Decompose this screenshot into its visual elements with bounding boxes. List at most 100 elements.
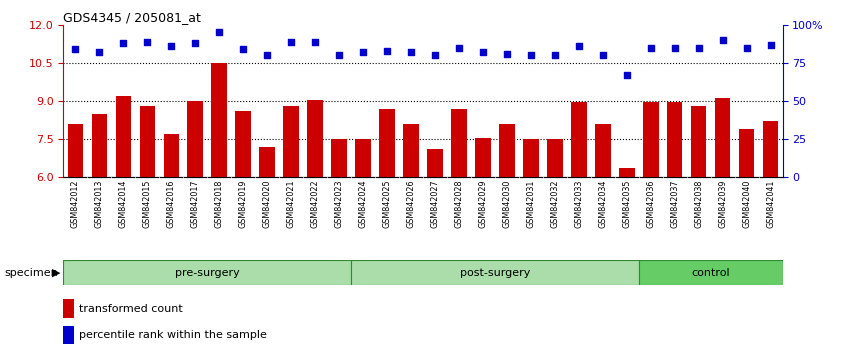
- Point: [164, 43, 178, 49]
- Point: [548, 52, 562, 58]
- Text: GSM842039: GSM842039: [718, 179, 727, 228]
- Bar: [739, 129, 755, 177]
- Bar: [643, 102, 658, 177]
- Point: [140, 39, 154, 44]
- Point: [524, 52, 537, 58]
- Text: GSM842029: GSM842029: [479, 179, 487, 228]
- Bar: [499, 124, 514, 177]
- Point: [308, 39, 321, 44]
- Point: [236, 46, 250, 52]
- Bar: [691, 106, 706, 177]
- Text: specimen: specimen: [4, 268, 58, 278]
- Text: GSM842033: GSM842033: [574, 179, 583, 228]
- Point: [380, 48, 393, 53]
- Text: GSM842015: GSM842015: [143, 179, 151, 228]
- Bar: [667, 102, 683, 177]
- Bar: [451, 109, 467, 177]
- Bar: [188, 101, 203, 177]
- Text: GDS4345 / 205081_at: GDS4345 / 205081_at: [63, 11, 201, 24]
- Text: control: control: [691, 268, 730, 278]
- Bar: [63, 326, 74, 344]
- Text: percentile rank within the sample: percentile rank within the sample: [79, 330, 266, 340]
- Point: [764, 42, 777, 47]
- Text: GSM842019: GSM842019: [239, 179, 248, 228]
- Point: [620, 72, 634, 78]
- Bar: [379, 109, 395, 177]
- Point: [452, 45, 465, 51]
- Point: [476, 49, 490, 55]
- Point: [572, 43, 585, 49]
- Point: [212, 30, 226, 35]
- Point: [428, 52, 442, 58]
- Point: [69, 46, 82, 52]
- Bar: [427, 149, 442, 177]
- Text: GSM842023: GSM842023: [335, 179, 343, 228]
- Bar: [571, 102, 586, 177]
- Text: GSM842026: GSM842026: [407, 179, 415, 228]
- Text: GSM842018: GSM842018: [215, 179, 223, 228]
- Bar: [639, 260, 783, 285]
- Point: [284, 39, 298, 44]
- Text: GSM842040: GSM842040: [742, 179, 751, 228]
- Bar: [116, 96, 131, 177]
- Point: [404, 49, 418, 55]
- Text: GSM842035: GSM842035: [623, 179, 631, 228]
- Point: [716, 37, 729, 43]
- Bar: [91, 114, 107, 177]
- Bar: [619, 168, 634, 177]
- Bar: [523, 139, 539, 177]
- Text: GSM842036: GSM842036: [646, 179, 655, 228]
- Point: [596, 52, 609, 58]
- Point: [644, 45, 657, 51]
- Text: GSM842014: GSM842014: [119, 179, 128, 228]
- Text: GSM842034: GSM842034: [598, 179, 607, 228]
- Bar: [283, 106, 299, 177]
- Bar: [68, 124, 83, 177]
- Text: GSM842017: GSM842017: [191, 179, 200, 228]
- Bar: [351, 260, 639, 285]
- Bar: [355, 139, 371, 177]
- Point: [332, 52, 346, 58]
- Point: [692, 45, 706, 51]
- Text: GSM842021: GSM842021: [287, 179, 295, 228]
- Point: [739, 45, 753, 51]
- Bar: [307, 99, 323, 177]
- Text: GSM842012: GSM842012: [71, 179, 80, 228]
- Text: GSM842020: GSM842020: [263, 179, 272, 228]
- Text: GSM842016: GSM842016: [167, 179, 176, 228]
- Bar: [163, 134, 179, 177]
- Bar: [715, 98, 730, 177]
- Text: GSM842031: GSM842031: [526, 179, 536, 228]
- Point: [261, 52, 274, 58]
- Bar: [404, 124, 419, 177]
- Text: GSM842037: GSM842037: [670, 179, 679, 228]
- Text: GSM842024: GSM842024: [359, 179, 367, 228]
- Bar: [235, 111, 251, 177]
- Text: GSM842030: GSM842030: [503, 179, 511, 228]
- Text: ▶: ▶: [52, 268, 61, 278]
- Point: [500, 51, 514, 57]
- Text: transformed count: transformed count: [79, 304, 182, 314]
- Text: GSM842027: GSM842027: [431, 179, 439, 228]
- Text: GSM842013: GSM842013: [95, 179, 104, 228]
- Text: pre-surgery: pre-surgery: [175, 268, 239, 278]
- Text: GSM842028: GSM842028: [454, 179, 464, 228]
- Text: GSM842038: GSM842038: [695, 179, 703, 228]
- Text: GSM842032: GSM842032: [551, 179, 559, 228]
- Bar: [475, 138, 491, 177]
- Text: GSM842041: GSM842041: [766, 179, 775, 228]
- Point: [189, 40, 202, 46]
- Text: GSM842022: GSM842022: [310, 179, 320, 228]
- Bar: [547, 139, 563, 177]
- Bar: [595, 124, 611, 177]
- Bar: [140, 106, 155, 177]
- Text: post-surgery: post-surgery: [459, 268, 530, 278]
- Bar: [63, 299, 74, 318]
- Point: [117, 40, 130, 46]
- Bar: [332, 139, 347, 177]
- Point: [356, 49, 370, 55]
- Bar: [763, 121, 778, 177]
- Point: [667, 45, 681, 51]
- Bar: [63, 260, 351, 285]
- Text: GSM842025: GSM842025: [382, 179, 392, 228]
